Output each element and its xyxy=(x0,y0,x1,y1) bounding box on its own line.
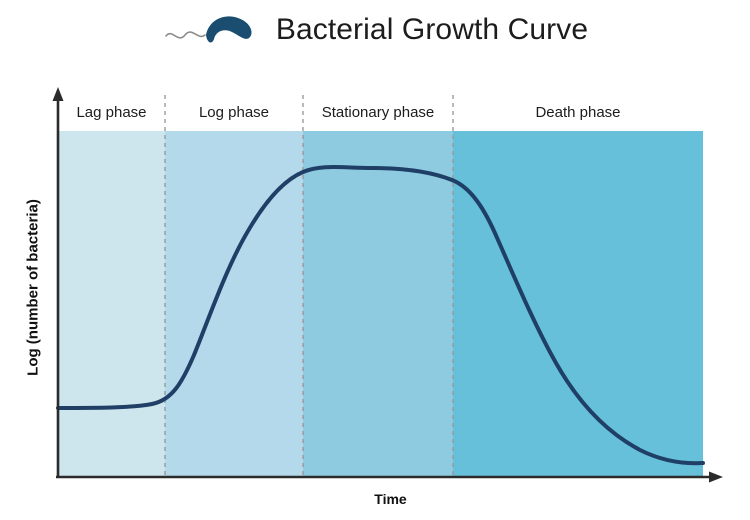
phase-band-lag xyxy=(58,131,165,477)
phase-bands xyxy=(58,131,703,477)
y-axis xyxy=(52,87,64,477)
phase-label-lag: Lag phase xyxy=(76,104,147,121)
phase-label-death: Death phase xyxy=(535,104,621,121)
bacterium-icon xyxy=(165,16,252,43)
phase-band-stationary xyxy=(303,131,453,477)
x-axis-title: Time xyxy=(374,491,407,507)
figure-header: Bacterial Growth Curve xyxy=(0,4,750,56)
phase-label-stationary: Stationary phase xyxy=(321,104,435,121)
x-axis xyxy=(56,471,723,483)
growth-curve-line xyxy=(56,165,705,466)
y-axis-title: Log (number of bacteria) xyxy=(24,199,42,376)
phase-band-death xyxy=(453,131,703,477)
phase-label-log: Log phase xyxy=(198,104,270,121)
page-title: Bacterial Growth Curve xyxy=(275,13,589,46)
phase-band-log xyxy=(165,131,303,477)
